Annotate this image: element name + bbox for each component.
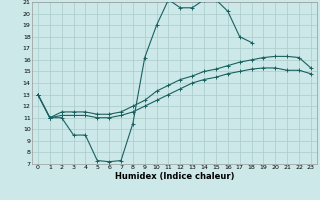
X-axis label: Humidex (Indice chaleur): Humidex (Indice chaleur) (115, 172, 234, 181)
